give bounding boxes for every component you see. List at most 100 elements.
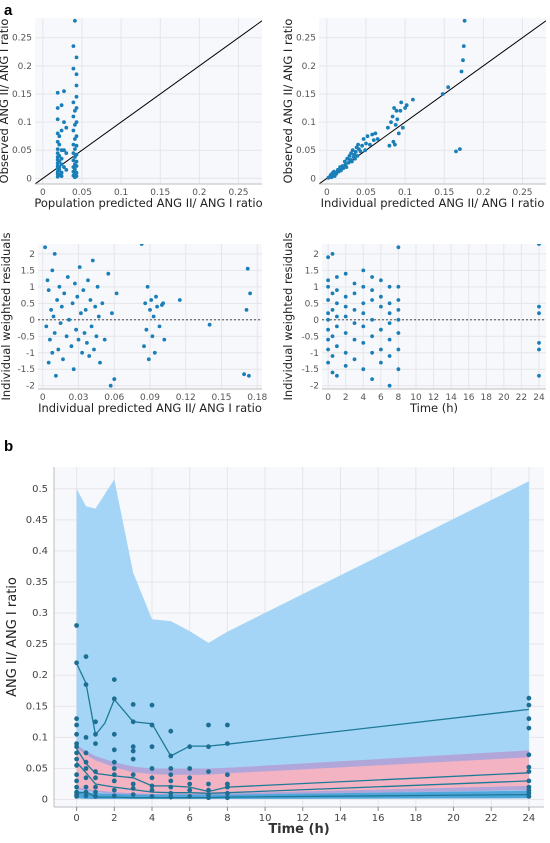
data-point	[74, 716, 79, 722]
data-point	[55, 139, 60, 144]
data-point	[393, 123, 398, 127]
data-point	[387, 284, 392, 289]
data-point	[74, 722, 79, 728]
x-tick-label: 0.05	[356, 188, 376, 198]
data-point	[157, 324, 162, 329]
data-point	[352, 291, 357, 296]
data-point	[112, 377, 117, 381]
data-point	[130, 772, 136, 778]
data-point	[206, 795, 211, 801]
data-point	[330, 334, 335, 339]
data-point	[370, 298, 374, 302]
data-point	[168, 728, 174, 734]
data-point	[370, 334, 374, 339]
data-point	[62, 291, 67, 296]
data-point	[326, 337, 330, 342]
y-tick-label: 2	[29, 250, 35, 260]
data-point	[151, 314, 156, 319]
x-tick-label: 0.1	[398, 188, 412, 198]
data-point	[373, 131, 378, 136]
data-point	[187, 781, 193, 787]
data-point	[360, 143, 364, 148]
data-point	[335, 301, 339, 306]
y-tick-label: -1.5	[17, 365, 35, 375]
data-point	[79, 311, 83, 316]
data-point	[58, 321, 63, 325]
data-point	[326, 284, 330, 289]
data-point	[149, 298, 154, 302]
data-point	[335, 275, 339, 279]
data-point	[130, 702, 136, 707]
data-point	[149, 744, 155, 750]
data-point	[74, 763, 79, 768]
data-point	[56, 347, 61, 352]
data-point	[65, 275, 70, 279]
data-point	[55, 147, 60, 152]
data-point	[102, 337, 107, 342]
data-point	[400, 125, 405, 130]
data-point	[352, 337, 357, 342]
data-point	[352, 152, 357, 157]
data-point	[537, 304, 541, 309]
data-point	[74, 756, 79, 762]
y-tick-label: 0	[310, 174, 316, 184]
chart-ind_pred_vs_obs: 0 0.05 0.1 0.15 0.2 0.2500.050.10.150.20.25In…	[281, 18, 546, 210]
data-point	[81, 288, 86, 292]
x-tick-label: 16	[372, 813, 385, 824]
data-point	[168, 794, 174, 800]
x-tick-label: 0.18	[247, 393, 267, 403]
data-point	[345, 156, 350, 161]
data-point	[55, 106, 60, 110]
y-tick-label: 0.2	[32, 670, 48, 681]
x-tick-label: 8	[224, 813, 230, 824]
y-tick-label: -1.5	[301, 365, 319, 375]
data-point	[83, 784, 89, 790]
data-point	[74, 159, 79, 164]
data-point	[350, 148, 355, 153]
y-tick-label: 0	[29, 316, 35, 326]
data-point	[83, 750, 89, 756]
data-layer	[74, 479, 532, 801]
data-point	[346, 160, 351, 165]
y-tick-label: 0.15	[26, 701, 48, 712]
data-point	[370, 317, 374, 322]
data-point	[82, 331, 87, 335]
y-tick-label: 0.05	[12, 146, 32, 156]
data-point	[61, 357, 65, 362]
data-point	[361, 284, 366, 289]
data-point	[379, 304, 383, 309]
data-point	[74, 744, 79, 750]
data-point	[353, 150, 358, 154]
data-point	[59, 174, 64, 179]
data-point	[339, 168, 343, 173]
data-point	[55, 90, 60, 95]
data-point	[95, 284, 100, 289]
data-point	[537, 341, 541, 345]
data-point	[74, 660, 79, 666]
data-point	[341, 166, 346, 171]
data-point	[59, 128, 64, 133]
data-point	[206, 787, 211, 793]
data-point	[73, 123, 77, 127]
data-point	[76, 337, 81, 342]
x-tick-label: 0.15	[150, 188, 170, 198]
data-point	[74, 174, 79, 179]
y-tick-label: 0.3	[32, 608, 48, 619]
data-point	[225, 795, 230, 801]
data-point	[55, 298, 59, 302]
data-point	[343, 331, 348, 335]
data-point	[59, 162, 64, 167]
data-point	[96, 314, 101, 319]
data-point	[89, 324, 94, 329]
data-point	[92, 347, 96, 352]
data-point	[387, 143, 392, 148]
data-point	[335, 324, 339, 329]
data-point	[43, 245, 47, 250]
data-point	[149, 766, 155, 771]
x-tick-label: 10	[259, 813, 272, 824]
data-point	[83, 735, 89, 740]
panel-label-a: a	[4, 2, 13, 19]
x-tick-label: 14	[445, 393, 457, 403]
data-point	[396, 317, 401, 322]
data-point	[111, 759, 117, 765]
